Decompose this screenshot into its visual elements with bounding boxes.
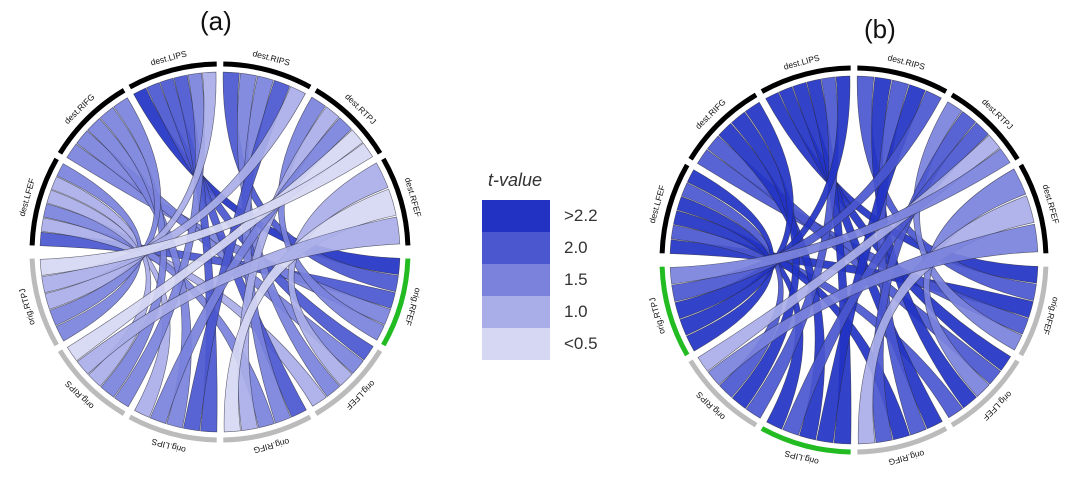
chord-ribbon bbox=[686, 169, 775, 352]
segment-label: orig.RIFG bbox=[887, 448, 925, 467]
segment-label: dest.RIPS bbox=[252, 48, 292, 68]
chord-ribbon bbox=[857, 195, 1035, 445]
legend-item: 2.0 bbox=[482, 232, 622, 264]
segment-arc bbox=[29, 157, 59, 246]
segment-arc bbox=[223, 414, 312, 443]
segment-arc bbox=[314, 88, 383, 155]
segment-arc bbox=[57, 349, 126, 416]
chord-ribbon bbox=[669, 148, 1011, 285]
segment-label: dest.RIPS bbox=[887, 52, 927, 72]
panel-b-label: (b) bbox=[864, 14, 896, 44]
chord-ribbon bbox=[66, 129, 364, 362]
panel-a-label: (a) bbox=[200, 6, 232, 36]
segment-label: orig.LIPS bbox=[783, 449, 820, 468]
segment-arc bbox=[1018, 163, 1049, 254]
legend-swatch bbox=[482, 264, 550, 296]
chord-ribbon bbox=[39, 142, 374, 276]
legend-swatch bbox=[482, 200, 550, 232]
chord-ribbon bbox=[707, 223, 1039, 386]
segment-arc bbox=[1018, 266, 1049, 357]
segment-label: orig.RIPS bbox=[694, 389, 727, 422]
segment-label: orig.LFEF bbox=[344, 379, 378, 412]
segment-arc bbox=[381, 157, 411, 246]
segment-arc bbox=[950, 359, 1020, 428]
chord-ribbon bbox=[287, 162, 389, 387]
chord-ribbon bbox=[76, 216, 401, 375]
segment-arc bbox=[659, 266, 690, 357]
chords bbox=[39, 71, 401, 433]
segment-label: orig.RTPJ bbox=[17, 287, 37, 326]
segment-arc bbox=[128, 414, 217, 443]
chord-ribbon bbox=[670, 224, 964, 419]
segment-label: dest.RIFG bbox=[693, 97, 728, 131]
legend-item: <0.5 bbox=[482, 328, 622, 360]
segment-arc bbox=[314, 349, 383, 416]
chord-ribbon bbox=[55, 163, 142, 342]
segment-arc bbox=[950, 92, 1020, 161]
segment-arc bbox=[659, 163, 690, 254]
segment-arc bbox=[857, 65, 948, 94]
segment-arc bbox=[760, 65, 851, 94]
legend-swatch bbox=[482, 296, 550, 328]
chords bbox=[669, 75, 1039, 445]
legend-label: 1.5 bbox=[564, 270, 588, 289]
chord-ribbon bbox=[40, 217, 327, 407]
segment-label: orig.RIFG bbox=[252, 437, 290, 456]
segment-label: orig.LFEF bbox=[981, 389, 1015, 422]
segment-arc bbox=[223, 61, 312, 90]
segment-label: dest.RIFG bbox=[62, 92, 97, 126]
chord-ribbon bbox=[697, 134, 1001, 372]
legend: t-value >2.2 2.0 1.5 1.0 <0.5 bbox=[478, 170, 618, 370]
segment-arc bbox=[128, 61, 217, 90]
segment-label: orig.LIPS bbox=[150, 437, 187, 456]
legend-item: >2.2 bbox=[482, 200, 622, 232]
segment-arc bbox=[381, 258, 411, 347]
segment-arc bbox=[857, 426, 948, 455]
segment-arc bbox=[57, 88, 126, 155]
segment-label: orig.RIPS bbox=[63, 379, 96, 412]
chord-ribbon bbox=[223, 188, 397, 433]
legend-label: <0.5 bbox=[564, 334, 598, 353]
legend-swatch bbox=[482, 328, 550, 360]
legend-title: t-value bbox=[488, 170, 543, 190]
legend-item: 1.0 bbox=[482, 296, 622, 328]
chord-ribbon bbox=[149, 117, 352, 424]
segment-arc bbox=[688, 359, 758, 428]
segment-label: dest.LIPS bbox=[782, 52, 821, 71]
segment-label: dest.RTPJ bbox=[980, 97, 1015, 132]
legend-item: 1.5 bbox=[482, 264, 622, 296]
chord-ribbon bbox=[923, 168, 1027, 398]
chord-ribbon bbox=[782, 122, 989, 436]
legend-swatch bbox=[482, 232, 550, 264]
segment-label: orig.RTPJ bbox=[647, 296, 667, 335]
legend-label: 2.0 bbox=[564, 238, 588, 257]
legend-label: 1.0 bbox=[564, 302, 588, 321]
segment-label: dest.LIPS bbox=[150, 48, 189, 67]
segment-label: dest.RTPJ bbox=[343, 91, 378, 126]
segment-arc bbox=[760, 426, 851, 455]
legend-label: >2.2 bbox=[564, 206, 598, 225]
segment-arc bbox=[29, 258, 59, 347]
segment-arc bbox=[688, 92, 758, 161]
